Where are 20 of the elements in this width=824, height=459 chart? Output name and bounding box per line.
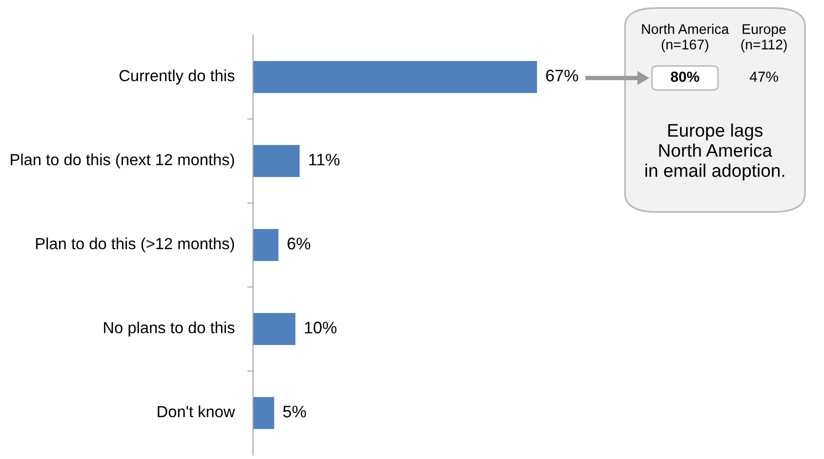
data-label: 5% bbox=[283, 406, 306, 418]
text: Europe (n=112) bbox=[741, 24, 787, 52]
data-label: 67% bbox=[546, 70, 578, 82]
y-tick-label: No plans to do this bbox=[104, 322, 234, 336]
bar bbox=[253, 61, 537, 93]
text: 47% bbox=[750, 72, 778, 82]
bar bbox=[253, 145, 300, 177]
y-tick-label: Plan to do this (next 12 months) bbox=[10, 154, 234, 168]
data-label: 10% bbox=[304, 322, 336, 334]
text: Europe lags North America in email adoption. bbox=[645, 123, 784, 181]
bar bbox=[253, 397, 274, 429]
bar bbox=[253, 313, 296, 345]
y-tick-label: Plan to do this (>12 months) bbox=[36, 238, 234, 252]
data-label: 11% bbox=[309, 154, 340, 166]
data-label: 6% bbox=[288, 238, 310, 250]
y-tick-label: Don't know bbox=[158, 406, 236, 418]
y-tick-label: Currently do this bbox=[120, 70, 234, 84]
bar bbox=[253, 229, 278, 261]
text: North America (n=167) bbox=[642, 24, 729, 52]
text: 80% bbox=[670, 72, 700, 82]
